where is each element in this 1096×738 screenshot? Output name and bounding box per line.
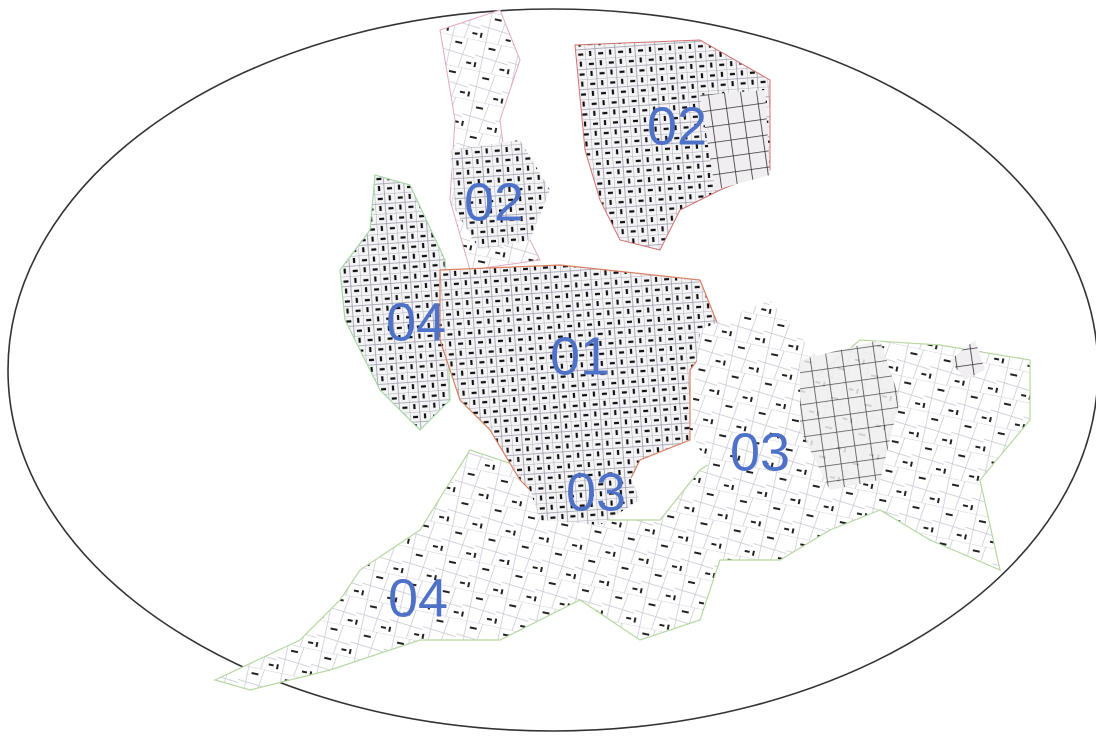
zone-label: 03 xyxy=(566,462,626,522)
city-outline xyxy=(213,9,1031,691)
zone-label: 02 xyxy=(464,172,524,232)
zone-label: 03 xyxy=(730,422,790,482)
zone-label: 04 xyxy=(388,568,448,628)
zone-label: 04 xyxy=(386,292,446,352)
zone-label: 02 xyxy=(647,96,707,156)
zone-label: 01 xyxy=(550,326,610,386)
zone-labels: 02 02 04 01 03 03 04 xyxy=(386,96,790,628)
